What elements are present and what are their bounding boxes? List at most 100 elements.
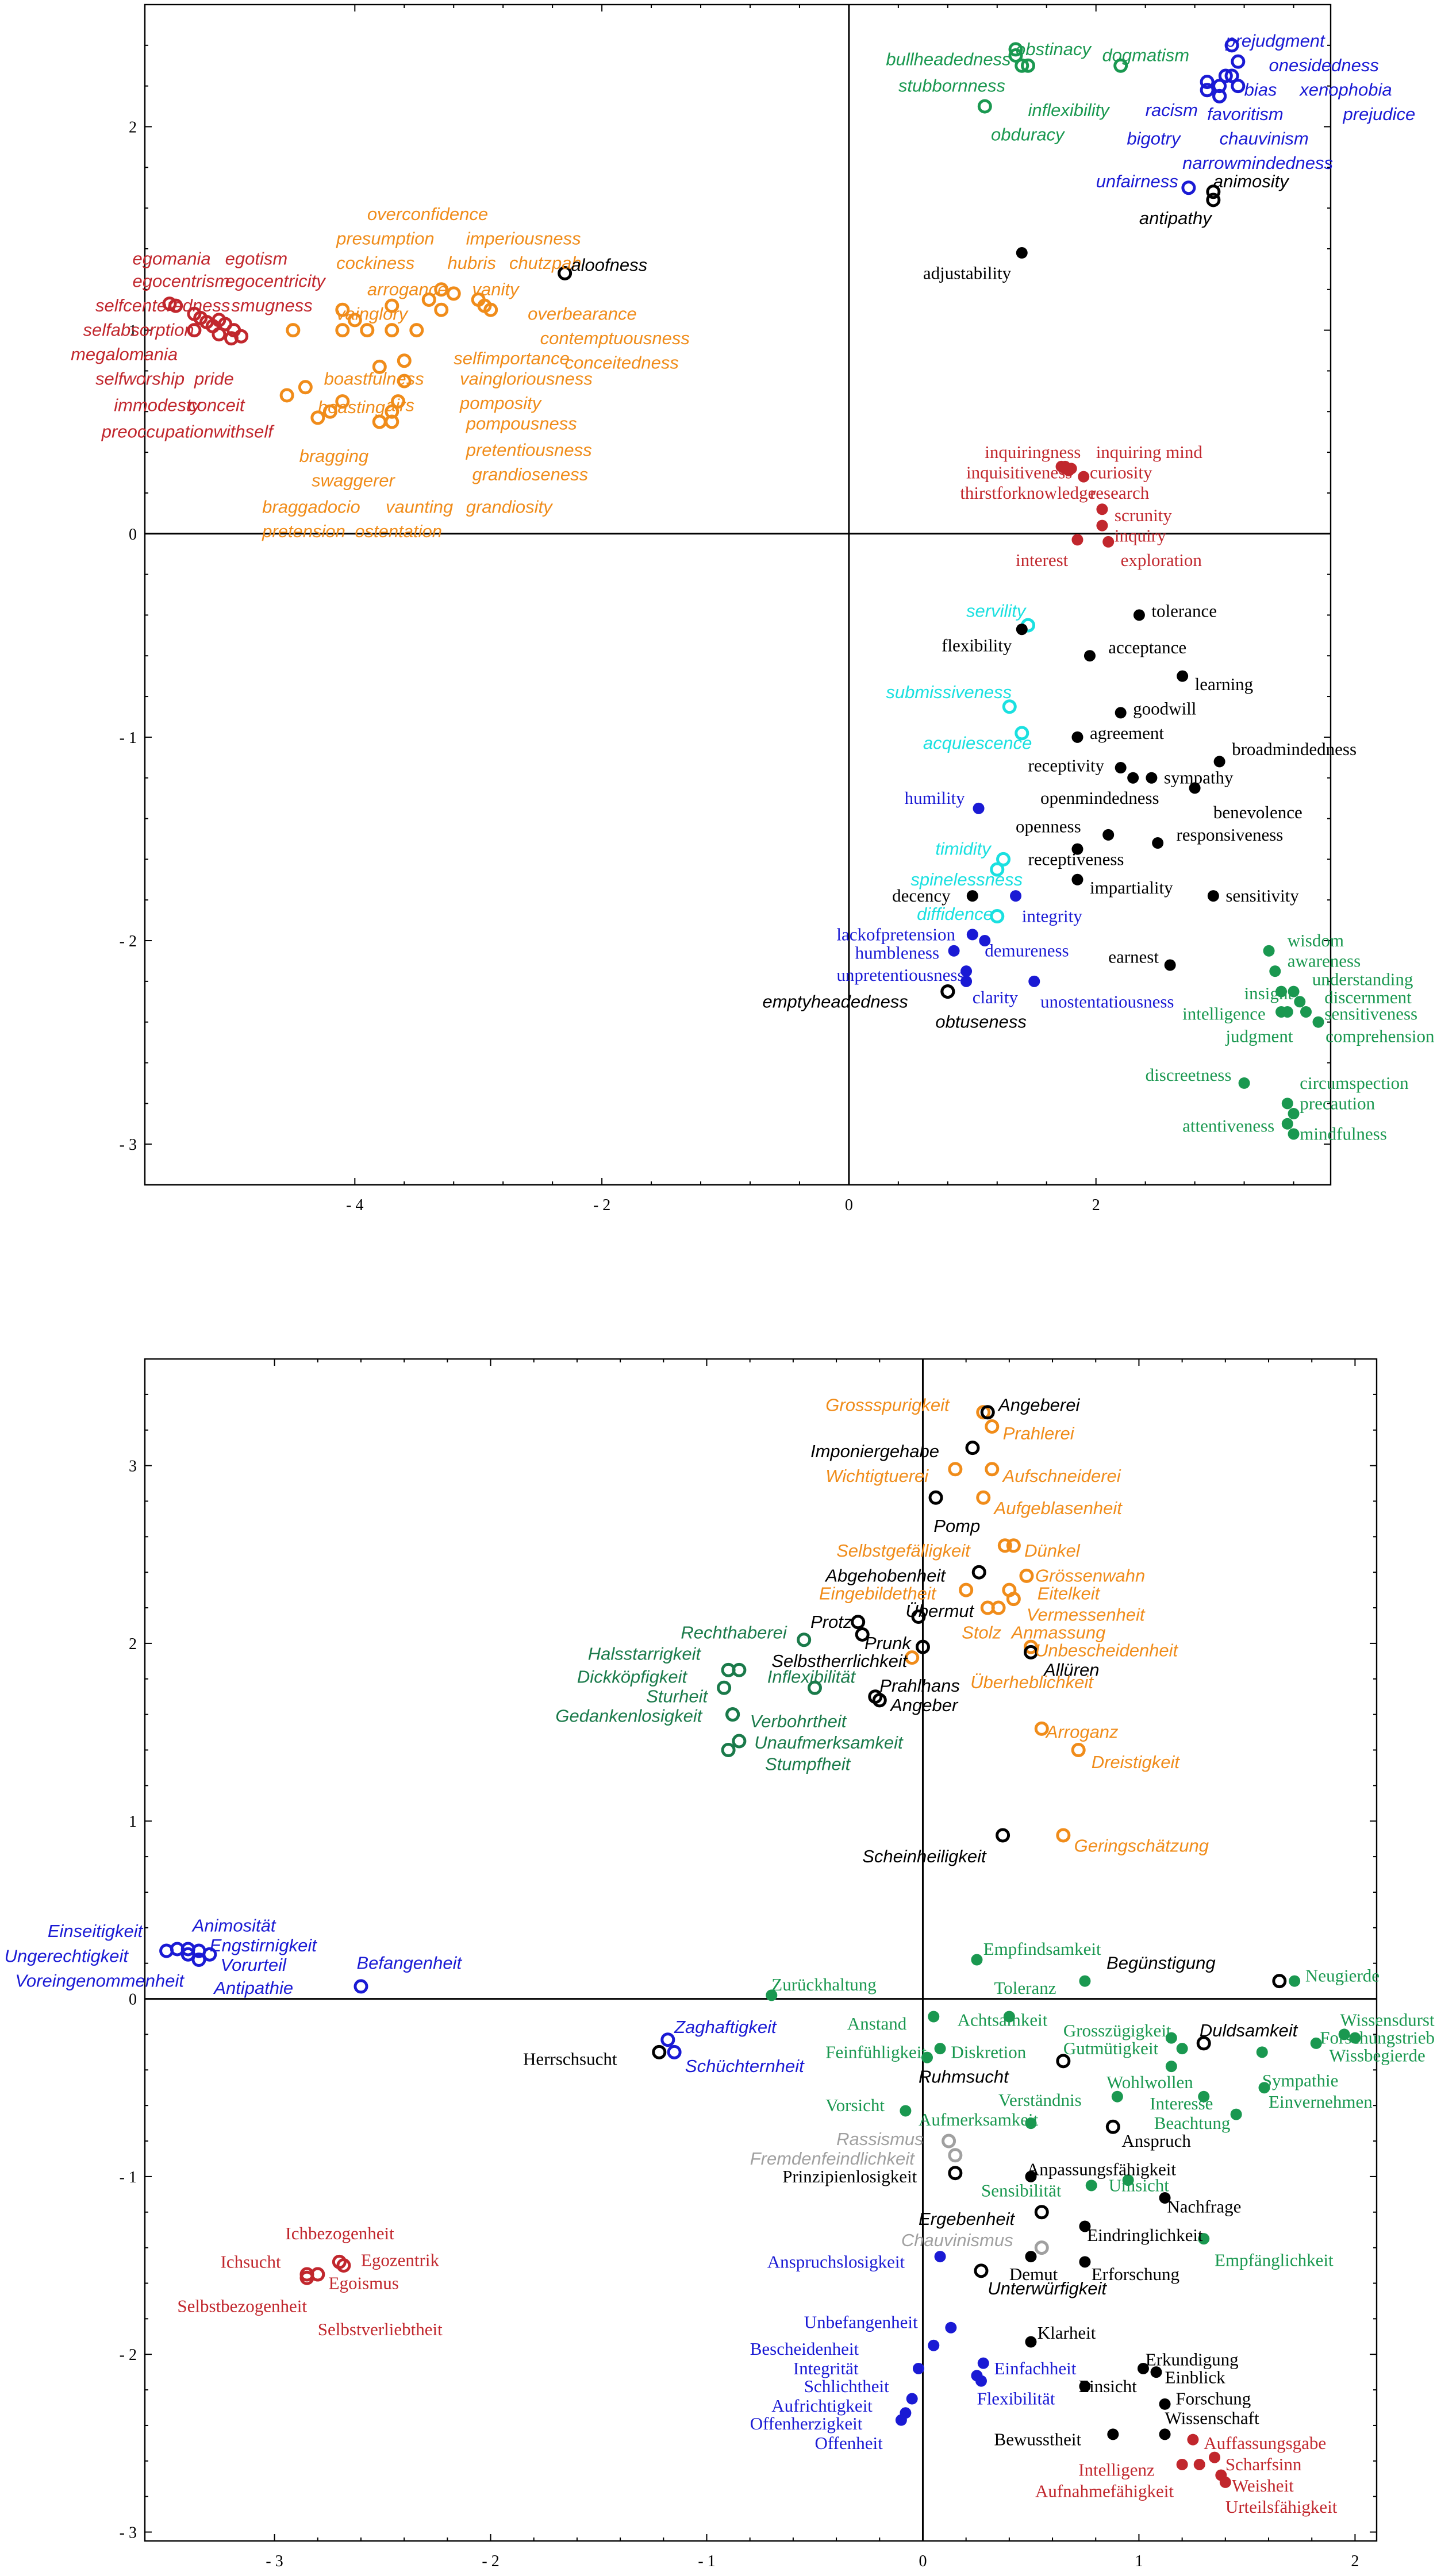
data-point	[234, 329, 249, 344]
data-label: pride	[194, 369, 234, 389]
data-label: stubbornness	[898, 76, 1005, 96]
data-point	[1189, 782, 1201, 794]
data-point	[966, 929, 978, 941]
data-point	[667, 2044, 682, 2059]
data-point	[335, 302, 350, 317]
data-point	[942, 2134, 956, 2148]
data-label: Interesse	[1150, 2093, 1213, 2113]
data-label: obstinacy	[1016, 39, 1092, 59]
data-point	[1177, 670, 1189, 682]
data-point	[1002, 699, 1017, 714]
data-point	[168, 298, 183, 313]
data-point	[1003, 2011, 1015, 2023]
data-label: Selbstgefälligkeit	[836, 1541, 971, 1561]
data-point	[421, 292, 436, 307]
data-point	[1071, 1743, 1086, 1758]
data-point	[895, 2414, 907, 2426]
data-point	[1107, 2428, 1119, 2440]
data-label: pompousness	[466, 414, 577, 434]
data-point	[385, 298, 399, 313]
data-label: decency	[892, 885, 951, 906]
chart-bottom-german: - 3 - 2 - 1 0 1 2 - 3 - 2 - 1 0 1 2 3 Grossspurigkeit…	[5, 1358, 1435, 2570]
data-label: selfcenteredness	[95, 295, 230, 315]
data-label: flexibility	[942, 636, 1012, 656]
data-label: Scheinheiligkeit	[862, 1846, 987, 1866]
data-label: Unterwürfigkeit	[988, 2278, 1107, 2298]
y-tick-label: - 3	[120, 2524, 137, 2542]
data-label: Schlichtheit	[804, 2376, 889, 2396]
y-tick-label: - 2	[120, 933, 137, 950]
data-label: research	[1090, 483, 1150, 503]
data-point	[1071, 843, 1083, 855]
data-point	[1063, 464, 1075, 476]
data-label: bullheadedness	[886, 49, 1010, 70]
data-label: prejudgment	[1225, 31, 1325, 51]
data-label: integrity	[1022, 906, 1083, 926]
data-label: Empfindsamkeit	[983, 1939, 1101, 1959]
data-point	[1025, 2336, 1037, 2348]
data-label: Wissbegierde	[1329, 2046, 1425, 2066]
data-label: mindfulness	[1300, 1123, 1387, 1143]
data-point	[1096, 519, 1108, 532]
data-label: Umsicht	[1109, 2175, 1169, 2195]
data-label: Befangenheit	[356, 1953, 462, 1973]
data-label: agreement	[1090, 723, 1164, 743]
data-label: Wissenschaft	[1165, 2408, 1259, 2428]
plot-frame	[144, 3, 1332, 1186]
data-label: diffidence	[917, 904, 993, 924]
data-point	[310, 2267, 325, 2282]
data-point	[960, 975, 973, 987]
data-label: egocentricity	[225, 271, 327, 291]
data-point	[1231, 54, 1246, 69]
data-label: Halsstarrigkeit	[588, 1643, 702, 1664]
data-label: discreetness	[1146, 1065, 1232, 1085]
data-label: swaggerer	[312, 471, 395, 491]
data-label: Protz	[810, 1612, 852, 1632]
data-label: boasting	[318, 397, 385, 417]
data-label: Forschung	[1175, 2389, 1251, 2409]
data-point	[977, 99, 992, 114]
data-point	[1105, 2119, 1120, 2134]
data-label: Nachfrage	[1167, 2196, 1241, 2216]
data-label: emptyheadedness	[762, 991, 908, 1011]
data-label: unostentatiousness	[1040, 991, 1174, 1011]
data-point	[1206, 192, 1221, 207]
data-label: Prinzipienlosigkeit	[782, 2166, 917, 2186]
data-label: earnest	[1108, 946, 1159, 967]
data-point	[974, 2263, 989, 2278]
data-label: Anspruch	[1121, 2131, 1191, 2151]
data-point	[1164, 959, 1176, 971]
data-label: egocentrism	[133, 271, 230, 291]
data-label: overconfidence	[367, 204, 488, 224]
data-point	[1006, 1538, 1021, 1553]
data-label: chutzpah	[509, 253, 582, 273]
data-label: Aufrichtigkeit	[771, 2396, 873, 2416]
data-label: Sensibilität	[981, 2181, 1062, 2201]
data-point	[212, 327, 226, 342]
data-point	[1008, 42, 1023, 57]
data-point	[911, 1609, 926, 1624]
data-label: Gutmütigkeit	[1063, 2038, 1159, 2058]
data-point	[851, 1615, 866, 1630]
data-label: unpretentiousness	[836, 965, 964, 985]
data-point	[980, 1405, 995, 1420]
data-label: Eindringlichkeit	[1087, 2225, 1203, 2245]
data-label: immodesty	[114, 395, 201, 415]
data-point	[872, 1693, 887, 1708]
data-label: dogmatism	[1102, 45, 1189, 66]
data-label: Offenheit	[814, 2433, 883, 2453]
data-point	[180, 1947, 195, 1962]
data-point	[1272, 1974, 1287, 1989]
data-point	[977, 2357, 989, 2369]
data-point	[335, 394, 350, 409]
data-label: Empfänglichkeit	[1215, 2250, 1334, 2270]
data-label: Angeberei	[997, 1395, 1080, 1415]
data-label: Vorurteil	[221, 1955, 287, 1975]
data-point	[372, 414, 387, 429]
data-label: Stumpfheit	[765, 1754, 851, 1774]
data-label: Dreistigkeit	[1092, 1752, 1181, 1772]
data-label: inquiring mind	[1096, 442, 1203, 462]
data-point	[1079, 1975, 1091, 1987]
data-label: Eitelkeit	[1038, 1583, 1101, 1603]
data-point	[434, 282, 449, 297]
